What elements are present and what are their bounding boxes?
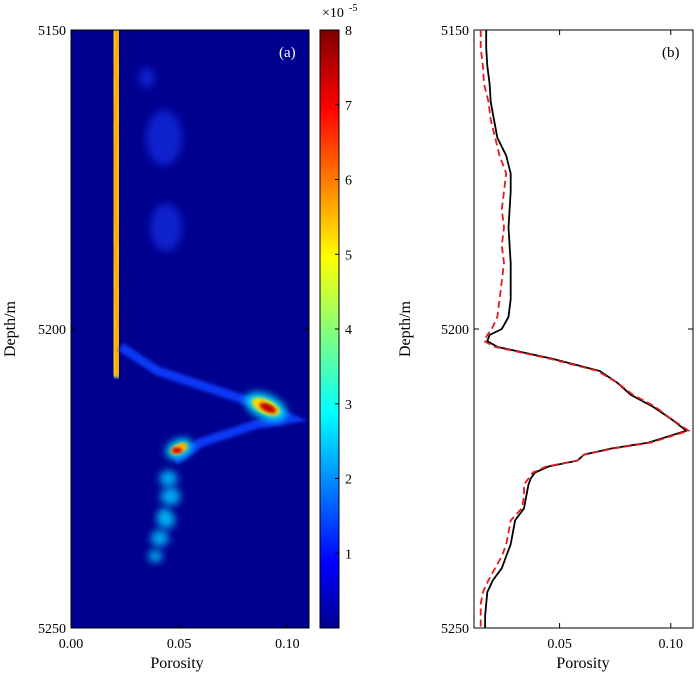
- y-tick-label: 5250: [38, 622, 66, 637]
- panel-label-a: (a): [279, 45, 296, 61]
- x-axis-b: 0.05 0.10: [547, 30, 683, 652]
- colorbar-tick-label: 2: [345, 473, 352, 488]
- x-axis-a: 0.00 0.05 0.10: [59, 623, 300, 652]
- y-axis-a: 5150 5200 5250: [38, 24, 309, 637]
- y-axis-label-a: Depth/m: [2, 300, 19, 357]
- ridge-hot: [113, 30, 120, 377]
- colorbar: 1 2 3 4 5 6 7 8 ×10 -5: [319, 3, 357, 629]
- y-tick-label: 5150: [441, 24, 469, 39]
- heatmap-density: [103, 30, 307, 628]
- colorbar-exponent: -5: [349, 3, 357, 14]
- colorbar-multiplier: ×10: [322, 6, 344, 21]
- density-blob: [159, 470, 178, 487]
- hotspot-core: [259, 402, 277, 414]
- colorbar-ticks: 1 2 3 4 5 6 7 8: [335, 24, 352, 562]
- panel-label-b: (b): [662, 45, 680, 61]
- density-blob: [158, 508, 171, 520]
- x-tick-label: 0.05: [167, 637, 192, 652]
- colorbar-tick-label: 1: [345, 547, 352, 562]
- colorbar-tick-label: 4: [345, 323, 352, 338]
- x-tick-label: 0.00: [59, 637, 84, 652]
- series-line-dashed: [479, 30, 691, 628]
- hotspot2-core: [172, 447, 183, 454]
- y-tick-label: 5150: [38, 24, 66, 39]
- colorbar-tick-label: 5: [345, 248, 352, 263]
- y-tick-label: 5200: [441, 323, 469, 338]
- density-blob: [150, 530, 169, 547]
- density-blob: [148, 549, 163, 563]
- x-axis-label-b: Porosity: [556, 655, 609, 672]
- x-tick-label: 0.10: [659, 637, 684, 652]
- colorbar-tick-label: 7: [345, 99, 352, 114]
- heatmap-panel: 5150 5200 5250 0.00 0.05 0.10 (a) Porosity D…: [2, 24, 310, 672]
- y-axis-label-b: Depth/m: [397, 300, 414, 357]
- x-tick-label: 0.10: [275, 637, 300, 652]
- y-tick-label: 5200: [38, 323, 66, 338]
- colorbar-tick-label: 8: [345, 24, 352, 39]
- density-blob: [138, 67, 155, 88]
- density-blob: [146, 109, 183, 166]
- y-axis-b: 5150 5200 5250: [441, 24, 693, 637]
- x-axis-label-a: Porosity: [150, 655, 203, 672]
- line-panel: 5150 5200 5250 0.05 0.10 (b) Porosity Depth…: [397, 24, 694, 672]
- density-blob: [160, 487, 181, 506]
- y-tick-label: 5250: [441, 622, 469, 637]
- x-tick-label: 0.05: [547, 637, 572, 652]
- colorbar-tick-label: 6: [345, 174, 352, 189]
- density-blob: [150, 203, 183, 252]
- colorbar-tick-label: 3: [345, 398, 352, 413]
